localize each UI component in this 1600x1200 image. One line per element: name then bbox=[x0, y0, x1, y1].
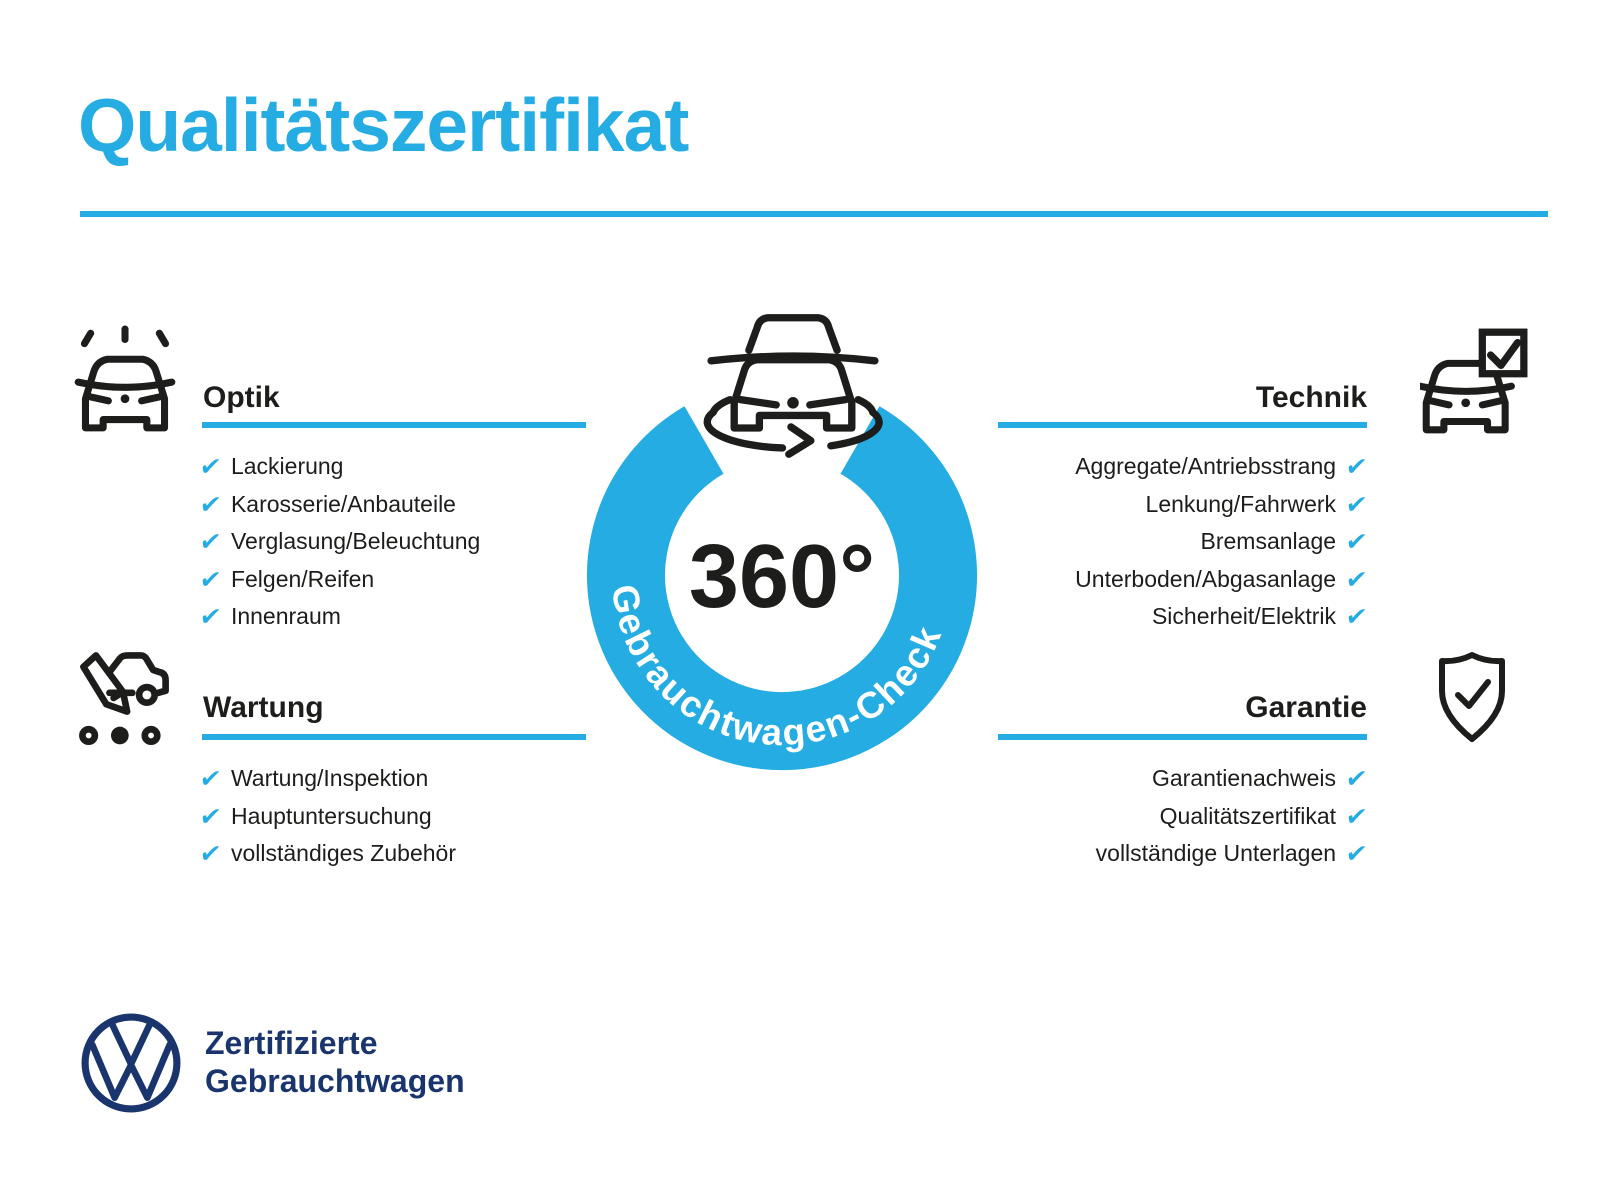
page-title: Qualitätszertifikat bbox=[78, 83, 689, 167]
check-icon: ✔ bbox=[1344, 764, 1370, 794]
checklist-item-label: Karosserie/Anbauteile bbox=[230, 490, 456, 517]
badge-degree-label: 360° bbox=[689, 527, 875, 627]
check-icon: ✔ bbox=[197, 801, 223, 831]
section-divider-technik bbox=[998, 422, 1367, 428]
checklist-item: ✔ Hauptuntersuchung bbox=[197, 798, 456, 836]
pencil-car-checklist-icon bbox=[79, 652, 169, 746]
checklist-item-label: Lackierung bbox=[230, 453, 344, 480]
checklist-item: ✔ Felgen/Reifen bbox=[197, 561, 480, 599]
checklist-item: Qualitätszertifikat ✔ bbox=[1096, 798, 1370, 836]
checklist-item-label: Verglasung/Beleuchtung bbox=[230, 528, 481, 555]
check-icon: ✔ bbox=[1344, 839, 1370, 869]
check-icon: ✔ bbox=[1344, 489, 1370, 519]
footer-claim-line1: Zertifizierte bbox=[205, 1025, 378, 1061]
checklist-item: ✔ Lackierung bbox=[197, 448, 480, 486]
section-title-wartung: Wartung bbox=[203, 691, 324, 724]
check-icon: ✔ bbox=[1344, 801, 1370, 831]
shield-check-icon bbox=[1439, 652, 1505, 742]
checklist-item: Unterboden/Abgasanlage ✔ bbox=[1075, 561, 1370, 599]
footer-claim-line2: Gebrauchtwagen bbox=[205, 1063, 465, 1099]
checklist-item: Garantienachweis ✔ bbox=[1096, 760, 1370, 798]
check-icon: ✔ bbox=[197, 839, 223, 869]
check-icon: ✔ bbox=[197, 602, 223, 632]
checklist-item: ✔ Innenraum bbox=[197, 598, 480, 636]
checklist-item: ✔ Karosserie/Anbauteile bbox=[197, 486, 480, 524]
checklist-item-label: Wartung/Inspektion bbox=[230, 765, 429, 792]
section-divider-wartung bbox=[202, 734, 586, 740]
checklist-item: vollständige Unterlagen ✔ bbox=[1095, 835, 1370, 873]
checklist-item-label: Hauptuntersuchung bbox=[230, 802, 432, 829]
car-shine-icon bbox=[74, 325, 176, 432]
checklist-technik: Aggregate/Antriebsstrang ✔ Lenkung/Fahrwe… bbox=[1075, 448, 1370, 636]
checklist-item-label: Bremsanlage bbox=[1200, 528, 1337, 555]
check-icon: ✔ bbox=[1344, 602, 1370, 632]
car-rotation-icon bbox=[703, 314, 883, 458]
checklist-item: ✔ Verglasung/Beleuchtung bbox=[197, 523, 481, 561]
checklist-item: Lenkung/Fahrwerk ✔ bbox=[1075, 486, 1370, 524]
title-divider bbox=[80, 211, 1548, 217]
checklist-item-label: Sicherheit/Elektrik bbox=[1151, 603, 1337, 630]
checklist-garantie: Garantienachweis ✔ Qualitätszertifikat ✔ v… bbox=[1095, 760, 1370, 873]
checklist-item-label: Aggregate/Antriebsstrang bbox=[1075, 453, 1337, 480]
checklist-item-label: Felgen/Reifen bbox=[230, 565, 375, 592]
vw-logo bbox=[81, 1013, 181, 1113]
checklist-item: ✔ Wartung/Inspektion bbox=[197, 760, 456, 798]
check-icon: ✔ bbox=[197, 564, 223, 594]
checklist-item-label: Qualitätszertifikat bbox=[1159, 802, 1337, 829]
check-icon: ✔ bbox=[1344, 452, 1370, 482]
checklist-item: Aggregate/Antriebsstrang ✔ bbox=[1075, 448, 1370, 486]
car-checkbox-icon bbox=[1420, 328, 1528, 434]
checklist-item-label: Innenraum bbox=[230, 603, 341, 630]
checklist-item-label: Lenkung/Fahrwerk bbox=[1145, 490, 1337, 517]
checklist-item-label: vollständige Unterlagen bbox=[1095, 840, 1337, 867]
check-icon: ✔ bbox=[1344, 564, 1370, 594]
checklist-item: Bremsanlage ✔ bbox=[1075, 523, 1370, 561]
section-title-optik: Optik bbox=[203, 381, 280, 414]
section-title-garantie: Garantie bbox=[1245, 691, 1367, 724]
checklist-item: Sicherheit/Elektrik ✔ bbox=[1075, 598, 1370, 636]
check-icon: ✔ bbox=[197, 527, 223, 557]
check-icon: ✔ bbox=[197, 489, 223, 519]
checklist-wartung: ✔ Wartung/Inspektion ✔ Hauptuntersuchung ✔… bbox=[197, 760, 456, 873]
section-divider-optik bbox=[202, 422, 586, 428]
checklist-item: ✔ vollständiges Zubehör bbox=[197, 835, 456, 873]
checklist-item-label: Unterboden/Abgasanlage bbox=[1075, 565, 1337, 592]
section-title-technik: Technik bbox=[1255, 381, 1367, 414]
checklist-optik: ✔ Lackierung ✔ Karosserie/Anbauteile ✔ Verg… bbox=[197, 448, 481, 636]
badge-360-ring: Gebrauchtwagen-Check 360° bbox=[587, 406, 977, 771]
check-icon: ✔ bbox=[197, 764, 223, 794]
footer-claim: Zertifizierte Gebrauchtwagen bbox=[205, 1024, 465, 1100]
section-divider-garantie bbox=[998, 734, 1367, 740]
checklist-item-label: Garantienachweis bbox=[1151, 765, 1337, 792]
check-icon: ✔ bbox=[1344, 527, 1370, 557]
checklist-item-label: vollständiges Zubehör bbox=[230, 840, 456, 867]
check-icon: ✔ bbox=[197, 452, 223, 482]
